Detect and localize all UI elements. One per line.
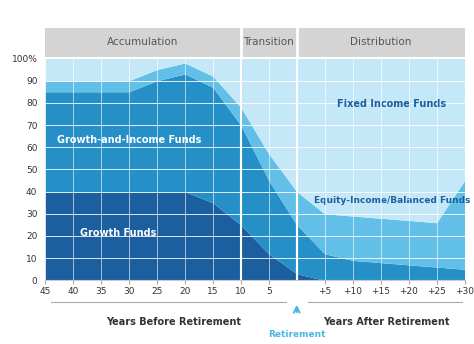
Bar bbox=[297, 28, 465, 57]
Text: Transition: Transition bbox=[243, 37, 294, 47]
Text: Growth Funds: Growth Funds bbox=[80, 228, 156, 238]
Text: Growth-and-Income Funds: Growth-and-Income Funds bbox=[57, 135, 201, 145]
Text: Accumulation: Accumulation bbox=[107, 37, 179, 47]
Text: Distribution: Distribution bbox=[350, 37, 411, 47]
Text: Fixed Income Funds: Fixed Income Funds bbox=[337, 99, 447, 109]
Bar bbox=[241, 28, 297, 57]
Text: Equity-Income/Balanced Funds: Equity-Income/Balanced Funds bbox=[314, 196, 470, 205]
Text: Years Before Retirement: Years Before Retirement bbox=[106, 317, 241, 327]
Text: Years After Retirement: Years After Retirement bbox=[323, 317, 449, 327]
Text: Retirement: Retirement bbox=[268, 330, 326, 339]
Bar bbox=[45, 28, 241, 57]
